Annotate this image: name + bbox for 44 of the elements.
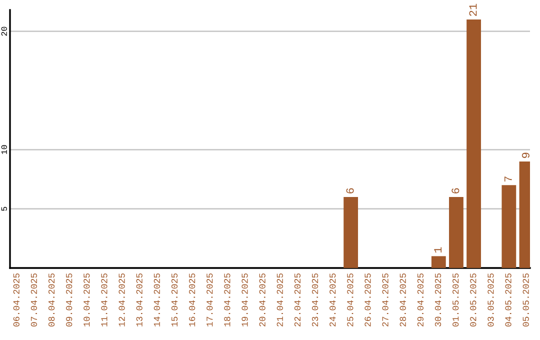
x-tick-label: 09.04.2025 xyxy=(66,273,72,326)
data-label: 21 xyxy=(469,4,477,16)
x-tick-label: 30.04.2025 xyxy=(434,273,442,326)
bar xyxy=(466,19,481,268)
x-tick-label: 26.04.2025 xyxy=(364,273,371,326)
data-label: 7 xyxy=(504,176,512,182)
x-tick-label: 07.04.2025 xyxy=(30,273,38,326)
x-tick-label: 06.04.2025 xyxy=(13,273,20,326)
x-tick-label: 13.04.2025 xyxy=(136,273,142,326)
y-tick-label: 5 xyxy=(1,206,7,211)
x-tick-label: 10.04.2025 xyxy=(84,273,90,326)
x-tick-label: 05.05.2025 xyxy=(522,273,529,326)
x-tick-label: 22.04.2025 xyxy=(294,273,301,326)
bar xyxy=(449,196,464,268)
data-label: 6 xyxy=(452,188,460,194)
x-tick-label: 25.04.2025 xyxy=(347,273,354,326)
x-tick-label: 18.04.2025 xyxy=(224,273,230,326)
x-tick-label: 02.05.2025 xyxy=(470,273,476,326)
x-tick-label: 12.04.2025 xyxy=(118,273,125,326)
x-tick-label: 11.04.2025 xyxy=(101,273,108,326)
x-tick-label: 24.04.2025 xyxy=(330,273,336,326)
data-label: 9 xyxy=(522,152,530,158)
x-tick-label: 04.05.2025 xyxy=(505,273,512,326)
bar xyxy=(431,256,446,268)
bar xyxy=(502,185,516,268)
x-tick-label: 20.04.2025 xyxy=(259,273,266,326)
data-label: 6 xyxy=(346,188,354,194)
x-tick-label: 17.04.2025 xyxy=(206,273,213,326)
bar xyxy=(344,196,358,268)
y-tick-label: 20 xyxy=(1,26,7,36)
x-tick-label: 15.04.2025 xyxy=(171,273,178,326)
x-tick-label: 08.04.2025 xyxy=(48,273,55,326)
x-tick-label: 14.04.2025 xyxy=(154,273,160,326)
x-tick-label: 01.05.2025 xyxy=(452,273,459,326)
x-tick-label: 21.04.2025 xyxy=(276,273,283,326)
data-label: 1 xyxy=(434,247,442,253)
x-tick-label: 27.04.2025 xyxy=(382,273,388,326)
x-tick-label: 16.04.2025 xyxy=(189,273,196,326)
x-tick-label: 03.05.2025 xyxy=(488,273,494,326)
x-tick-label: 19.04.2025 xyxy=(242,273,248,326)
y-tick-label: 10 xyxy=(1,145,7,154)
x-tick-label: 23.04.2025 xyxy=(312,273,318,326)
x-tick-label: 29.04.2025 xyxy=(417,273,424,326)
x-tick-label: 28.04.2025 xyxy=(400,273,406,326)
